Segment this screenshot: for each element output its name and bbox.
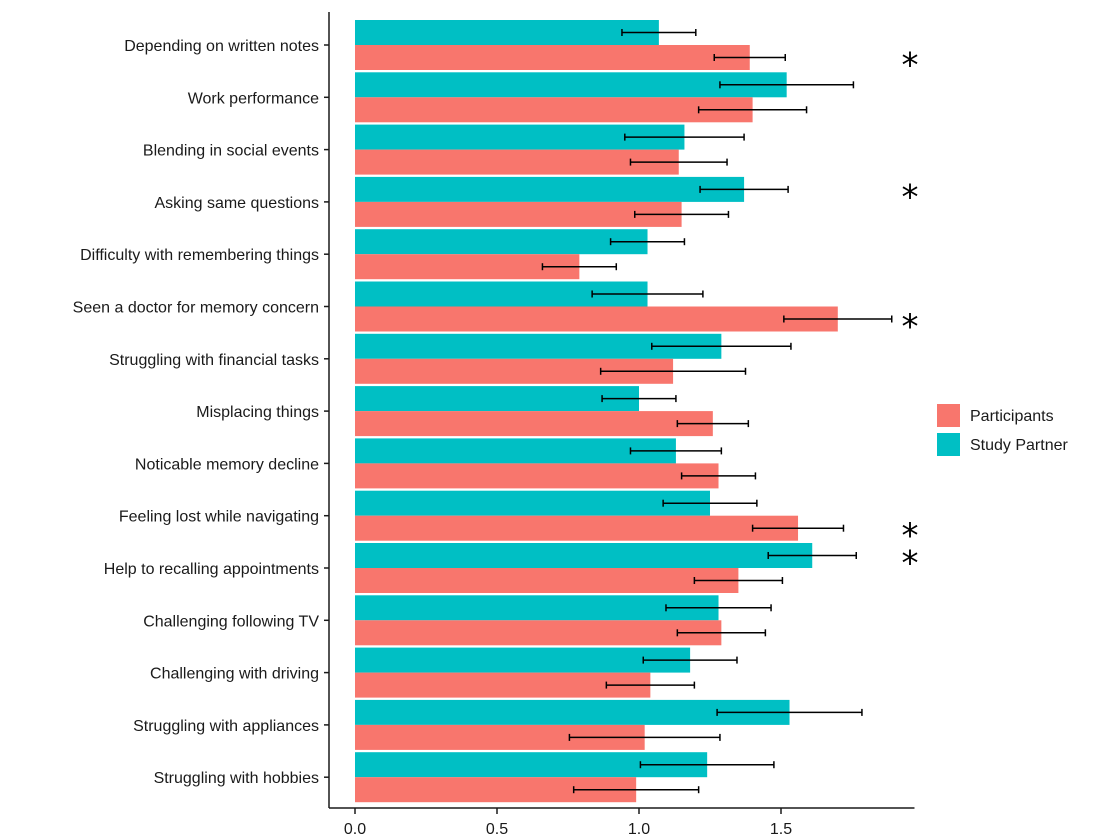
- bar: [355, 515, 799, 541]
- bar: [355, 45, 750, 70]
- bar: [355, 438, 676, 464]
- bar: [355, 543, 813, 568]
- category-labels: Depending on written notes Work performan…: [73, 38, 329, 787]
- significance-star: *: [902, 177, 919, 217]
- x-tick-label: 1.0: [628, 821, 650, 838]
- bar: [355, 490, 710, 516]
- bar: [355, 386, 639, 412]
- category-label: Noticable memory decline: [135, 456, 319, 473]
- bar: [355, 411, 713, 437]
- category-label: Blending in social events: [143, 143, 319, 160]
- category-label: Struggling with appliances: [133, 718, 319, 735]
- error-bars-layer: [541, 29, 893, 794]
- legend-swatch: [937, 404, 960, 427]
- bar: [355, 620, 722, 646]
- bar: [355, 229, 648, 255]
- category-label: Struggling with financial tasks: [109, 352, 319, 369]
- bar: [355, 20, 659, 45]
- bar: [355, 463, 719, 489]
- legend-label: Study Partner: [970, 437, 1069, 454]
- significance-star: *: [902, 544, 919, 584]
- x-tick-label: 1.5: [770, 821, 792, 838]
- category-label: Work performance: [188, 90, 319, 107]
- bar: [355, 647, 691, 673]
- legend: Participants Study Partner: [937, 404, 1069, 456]
- x-tick-label: 0.0: [344, 821, 366, 838]
- significance-star: *: [902, 516, 919, 556]
- category-label: Misplacing things: [196, 404, 319, 421]
- category-label: Depending on written notes: [124, 38, 319, 55]
- category-label: Challenging with driving: [150, 666, 319, 683]
- legend-swatch: [937, 433, 960, 456]
- x-axis-ticks: 0.0 0.5 1.0 1.5: [344, 808, 792, 838]
- significance-markers: *****: [902, 46, 919, 584]
- category-label: Asking same questions: [154, 195, 319, 212]
- bar: [355, 306, 838, 332]
- significance-star: *: [902, 46, 919, 86]
- bar: [355, 568, 739, 593]
- bar: [355, 176, 745, 202]
- bar: [355, 97, 753, 123]
- category-label: Difficulty with remembering things: [80, 247, 319, 264]
- bars-layer: [355, 20, 838, 803]
- category-label: Seen a doctor for memory concern: [73, 300, 319, 317]
- bar: [355, 149, 679, 175]
- bar: [355, 595, 719, 621]
- category-label: Feeling lost while navigating: [119, 509, 319, 526]
- category-label: Help to recalling appointments: [104, 561, 319, 578]
- significance-star: *: [902, 307, 919, 347]
- legend-label: Participants: [970, 408, 1054, 425]
- bar: [355, 72, 787, 98]
- category-label: Challenging following TV: [143, 613, 319, 630]
- bar: [355, 201, 682, 227]
- x-tick-label: 0.5: [486, 821, 508, 838]
- category-label: Struggling with hobbies: [154, 770, 319, 787]
- bar: [355, 672, 651, 698]
